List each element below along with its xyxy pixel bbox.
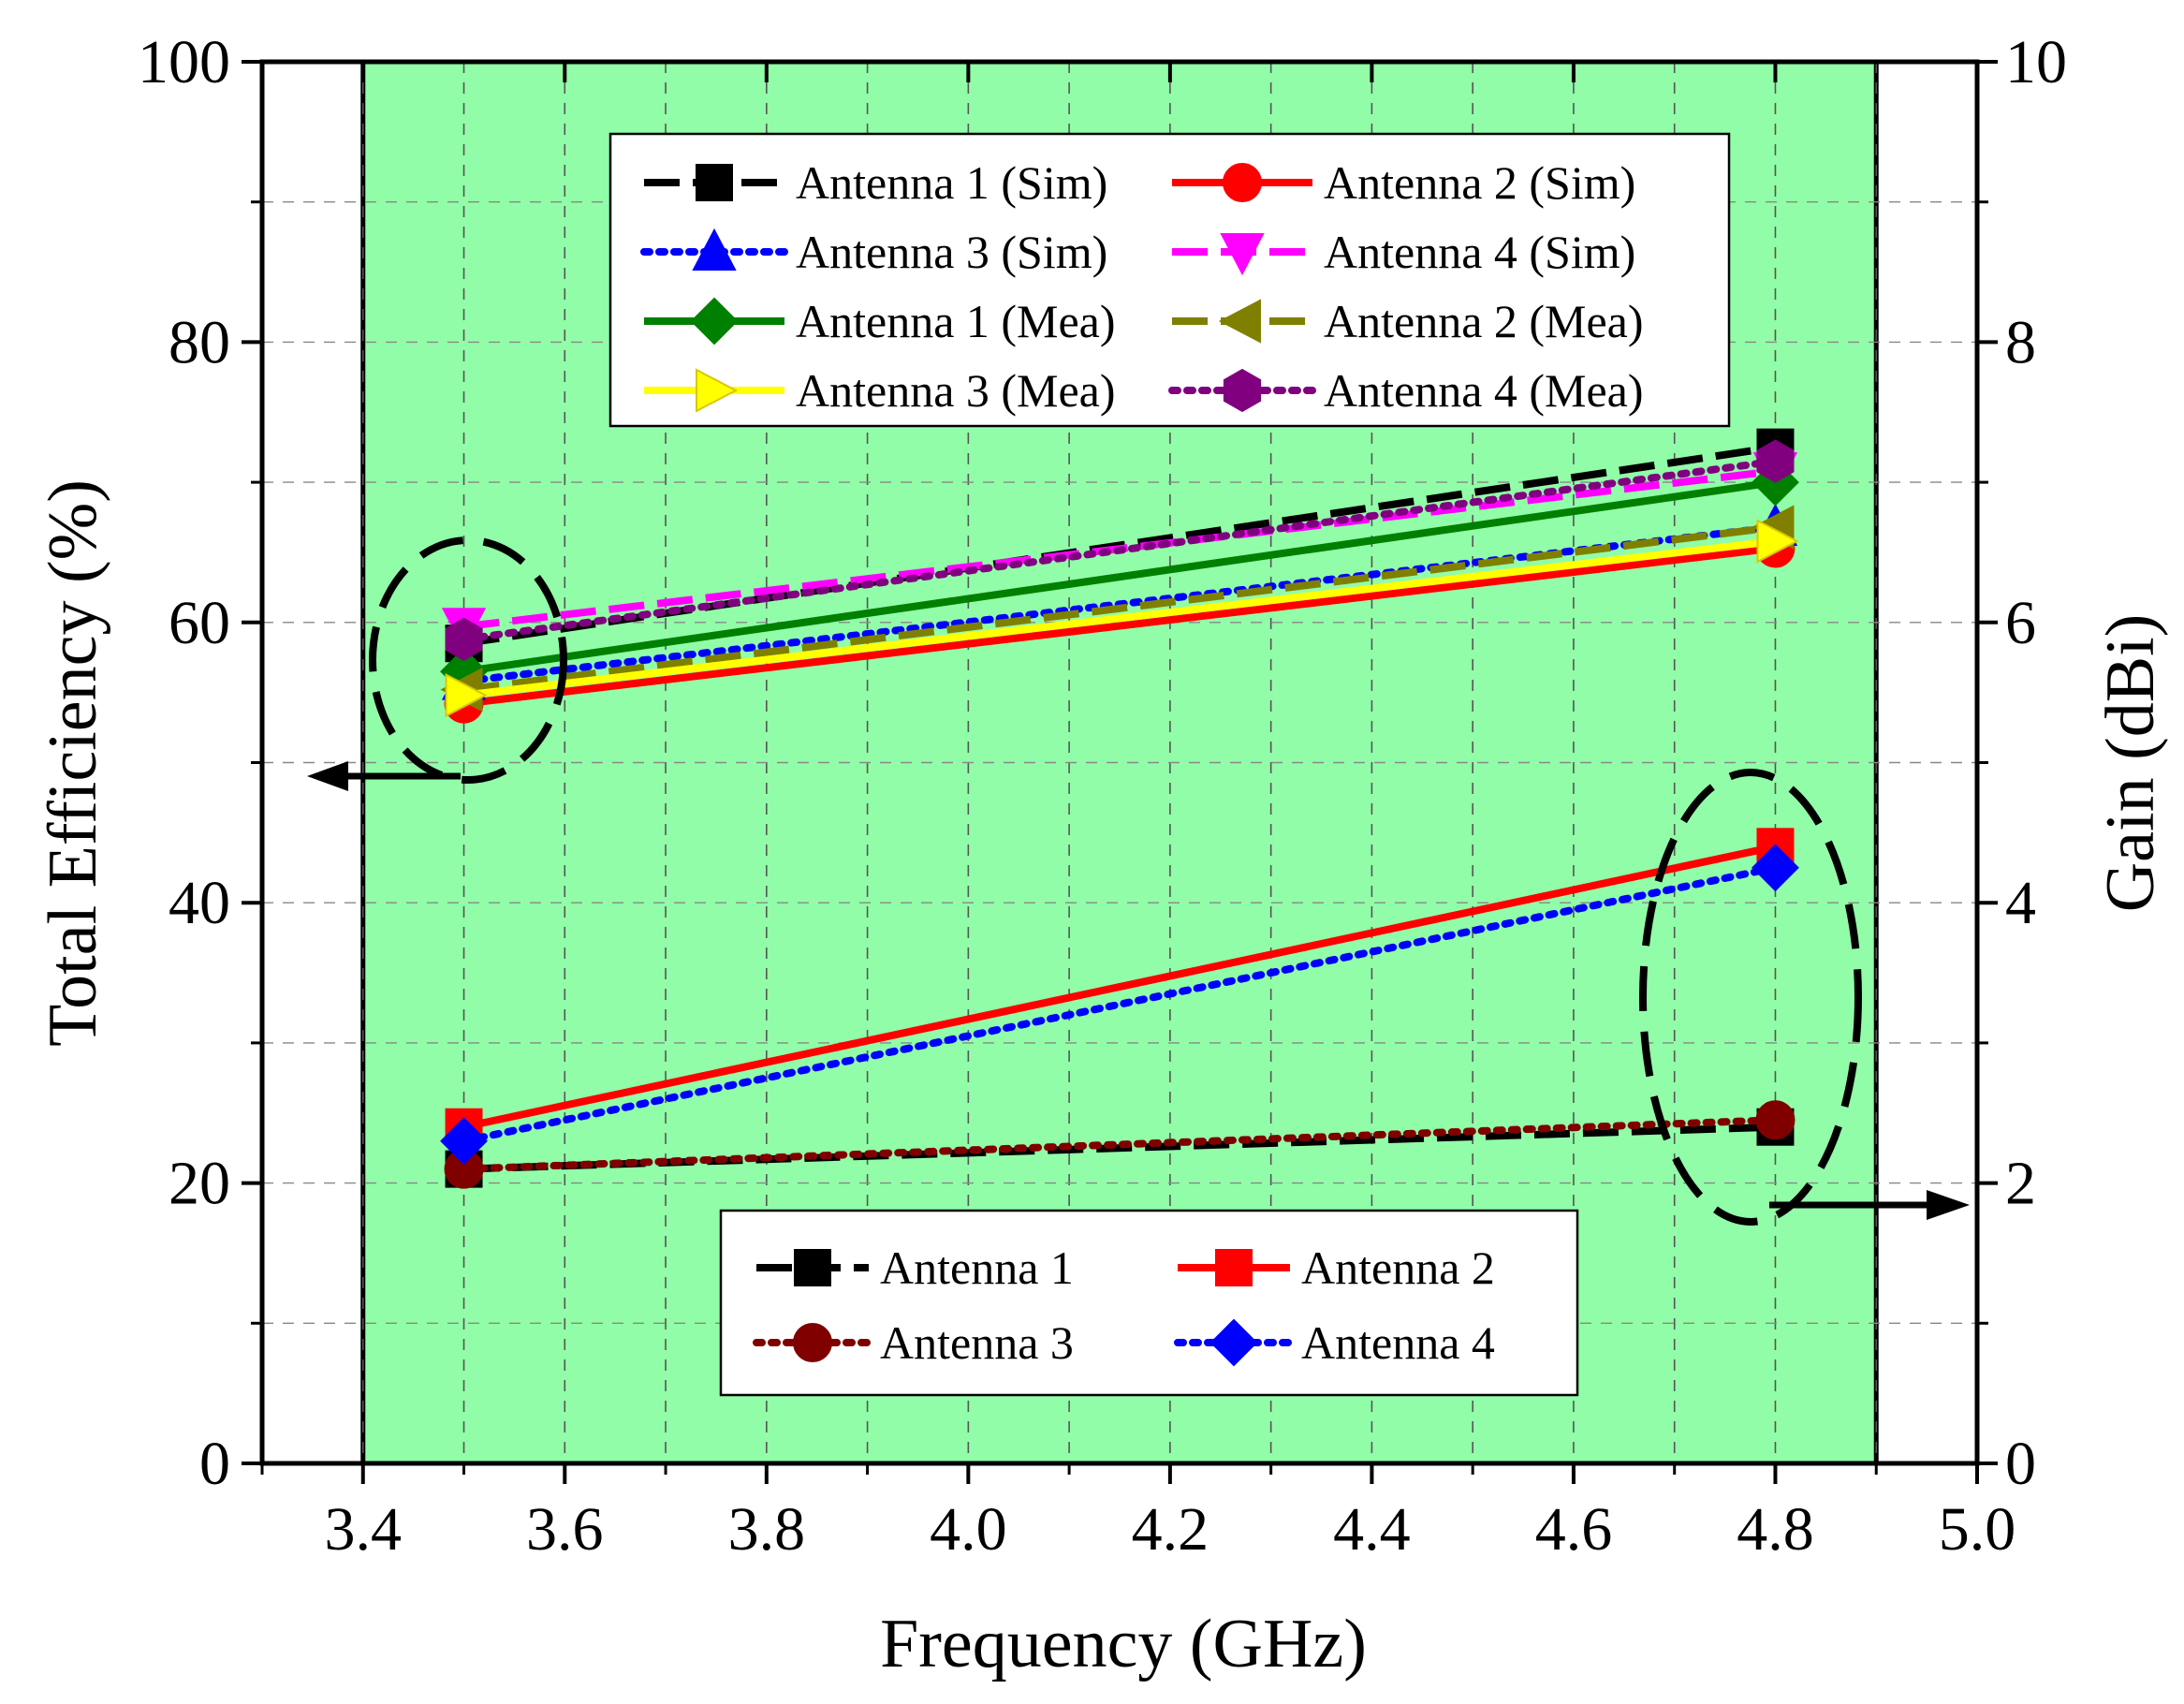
gain-legend-sample-marker [794,1249,831,1286]
legend-label: Antenna 4 (Mea) [1324,364,1644,417]
legend-label: Antenna 3 (Sim) [796,226,1107,278]
legend-label: Antenna 1 (Sim) [796,156,1107,209]
efficiency-legend-sample-marker [690,297,739,345]
gain-legend-sample-marker [793,1323,832,1362]
y-right-tick-label: 6 [2005,589,2036,657]
gain-line-antenna-3 [460,1116,1780,1173]
y-right-tick-label: 4 [2005,869,2036,937]
x-tick-label: 5.0 [1939,1495,2016,1564]
x-tick-label: 4.2 [1132,1495,1209,1564]
efficiency-group-ellipse [369,536,567,784]
right-axis-arrowhead [1927,1190,1970,1220]
legend-label: Antenna 3 [880,1316,1074,1369]
efficiency-legend-sample-marker [692,228,737,271]
y-left-tick-label: 0 [199,1430,230,1498]
x-tick-label: 3.8 [728,1495,806,1564]
gain-line-antenna-2 [462,843,1777,1131]
gain-point-antenna-4 [1752,844,1799,892]
y-left-tick-label: 100 [138,28,230,96]
gain-legend [719,1209,1579,1397]
gain-legend-sample-marker [1215,1249,1253,1286]
efficiency-line-antenna-3-mea [463,537,1776,699]
y-right-tick-label: 0 [2005,1430,2036,1498]
y-left-tick-label: 20 [169,1150,230,1218]
y-right-tick-label: 2 [2005,1150,2036,1218]
left-axis-arrowhead [307,761,348,791]
efficiency-legend [608,132,1731,428]
efficiency-line-antenna-4-mea [460,457,1780,643]
x-tick-label: 3.4 [325,1495,403,1564]
efficiency-legend-sample-marker [696,164,733,201]
y-right-tick-label: 8 [2005,308,2036,376]
y-right-tick-label: 10 [2005,28,2067,96]
gain-point-antenna-4 [440,1117,488,1166]
legend-label: Antenna 2 (Mea) [1324,295,1644,347]
legend-label: Antenna 2 [1301,1241,1495,1294]
legend-label: Antenna 2 (Sim) [1324,156,1635,209]
efficiency-legend-sample-marker [1223,368,1262,413]
gain-group-ellipse [1639,769,1862,1226]
efficiency-line-antenna-2-mea [463,523,1776,694]
efficiency-point-antenna-3-mea [1756,519,1799,564]
x-tick-label: 4.0 [930,1495,1007,1564]
gain-point-antenna-3 [1755,1100,1796,1140]
efficiency-legend-sample-marker [1223,163,1262,202]
efficiency-legend-sample-marker [1218,299,1261,344]
x-tick-label: 4.4 [1333,1495,1411,1564]
efficiency-legend-sample-marker [1220,233,1265,276]
y-left-tick-label: 80 [169,308,230,376]
efficiency-line-antenna-2-sim [463,544,1776,708]
y-left-tick-label: 60 [169,589,230,657]
legend-label: Antenna 4 [1301,1316,1495,1369]
efficiency-point-antenna-4-mea [1756,439,1795,483]
y-left-tick-label: 40 [169,869,230,937]
x-tick-label: 4.6 [1535,1495,1613,1564]
efficiency-line-antenna-1-mea [462,478,1777,676]
y-right-axis-title: Gain (dBi) [2092,614,2169,913]
legend-label: Antenna 1 [880,1241,1074,1294]
efficiency-point-antenna-4-mea [445,617,483,661]
legend-label: Antenna 3 (Mea) [796,364,1116,417]
legend-label: Antenna 4 (Sim) [1324,226,1635,278]
gain-line-antenna-4 [460,863,1780,1145]
y-left-axis-title: Total Efficiency (%) [35,479,111,1047]
x-tick-label: 4.8 [1737,1495,1814,1564]
x-tick-label: 3.6 [526,1495,604,1564]
legend-label: Antenna 1 (Mea) [796,295,1116,347]
gain-legend-sample-marker [1209,1318,1258,1367]
efficiency-legend-sample-marker [696,368,739,413]
efficiency-point-antenna-3-mea [445,672,488,718]
x-axis-title: Frequency (GHz) [880,1606,1367,1682]
